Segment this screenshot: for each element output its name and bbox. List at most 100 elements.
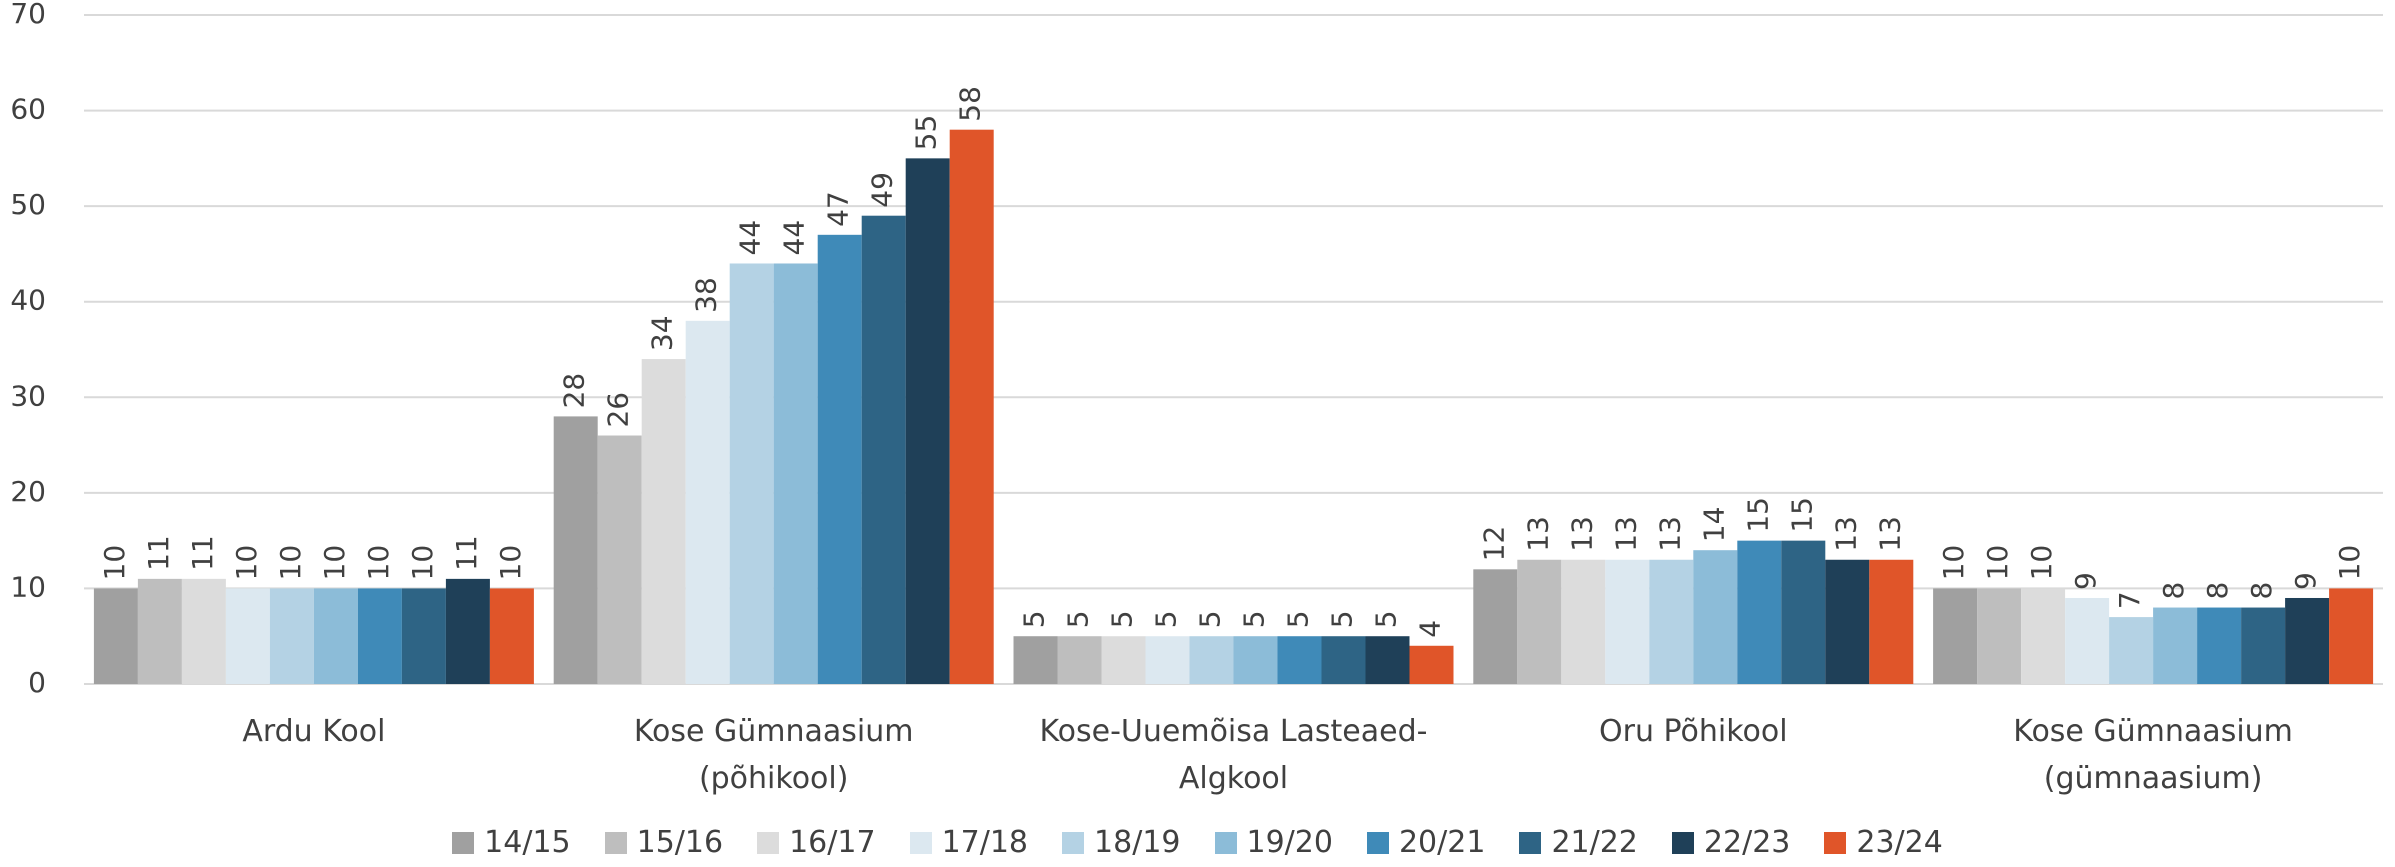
- legend-label: 17/18: [941, 825, 1029, 860]
- value-label: 5: [1326, 610, 1359, 628]
- value-label: 10: [274, 545, 307, 581]
- value-label: 10: [318, 545, 351, 581]
- value-label: 11: [186, 535, 219, 571]
- legend: 14/15 15/16 16/17 17/18 18/19 19/20 20/21 21/22…: [0, 825, 2395, 860]
- y-tick-label: 10: [10, 570, 46, 603]
- value-label: 12: [1477, 526, 1510, 562]
- value-label: 10: [2025, 545, 2058, 581]
- legend-item: 18/19: [1062, 825, 1181, 860]
- bar: [1869, 559, 1914, 684]
- legend-item: 21/22: [1519, 825, 1638, 860]
- bar: [2153, 607, 2198, 684]
- legend-label: 23/24: [1856, 825, 1943, 860]
- legend-swatch: [1062, 831, 1085, 854]
- value-label: 5: [1194, 610, 1227, 628]
- bar: [729, 263, 774, 684]
- bar: [357, 588, 402, 684]
- y-tick-label: 60: [10, 93, 46, 126]
- legend-item: 16/17: [757, 825, 876, 860]
- legend-label: 16/17: [789, 825, 876, 860]
- value-label: 11: [450, 535, 483, 571]
- legend-swatch: [452, 831, 475, 854]
- value-label: 5: [1238, 610, 1271, 628]
- value-label: 14: [1697, 507, 1730, 543]
- legend-swatch: [757, 831, 780, 854]
- value-label: 10: [1937, 545, 1970, 581]
- bar: [1277, 636, 1322, 684]
- bar: [817, 234, 862, 685]
- bar: [1409, 645, 1454, 684]
- bar: [93, 588, 138, 684]
- value-label: 15: [1785, 497, 1818, 533]
- bar: [1473, 569, 1518, 684]
- value-label: 10: [98, 545, 131, 581]
- bar: [137, 578, 182, 684]
- value-label: 9: [2069, 572, 2102, 590]
- value-label: 10: [230, 545, 263, 581]
- value-label: 38: [690, 277, 723, 313]
- legend-item: 19/20: [1214, 825, 1333, 860]
- bar: [445, 578, 490, 684]
- legend-label: 19/20: [1246, 825, 1333, 860]
- legend-label: 20/21: [1398, 825, 1486, 860]
- value-label: 15: [1741, 497, 1774, 533]
- bar: [641, 359, 686, 684]
- value-label: 55: [910, 115, 943, 151]
- value-label: 26: [602, 392, 635, 428]
- y-tick-label: 20: [10, 475, 46, 508]
- bar: [685, 320, 730, 684]
- legend-label: 21/22: [1551, 825, 1638, 860]
- value-label: 10: [362, 545, 395, 581]
- y-tick-label: 70: [10, 0, 46, 30]
- bar: [949, 129, 994, 684]
- value-label: 10: [406, 545, 439, 581]
- value-label: 10: [494, 545, 527, 581]
- bar: [861, 215, 906, 684]
- value-label: 13: [1829, 516, 1862, 552]
- bar: [2109, 617, 2154, 684]
- value-label: 4: [1414, 620, 1447, 638]
- y-tick-label: 30: [10, 379, 46, 412]
- value-label: 8: [2245, 582, 2278, 600]
- y-tick-label: 50: [10, 188, 46, 221]
- legend-item: 20/21: [1366, 825, 1486, 860]
- bar: [1977, 588, 2022, 684]
- bar: [553, 416, 598, 684]
- value-label: 5: [1018, 610, 1051, 628]
- bar: [1145, 636, 1190, 684]
- bar: [1561, 559, 1606, 684]
- value-label: 34: [646, 315, 679, 351]
- bar: [1825, 559, 1870, 684]
- bar: [313, 588, 358, 684]
- bar: [1101, 636, 1146, 684]
- value-label: 13: [1565, 516, 1598, 552]
- legend-item: 17/18: [909, 825, 1029, 860]
- bar: [2197, 607, 2242, 684]
- legend-label: 14/15: [484, 825, 571, 860]
- value-label: 44: [734, 220, 767, 256]
- value-label: 11: [142, 535, 175, 571]
- bar: [1057, 636, 1102, 684]
- y-tick-label: 40: [10, 284, 46, 317]
- bar: [2285, 597, 2330, 684]
- bar: [1605, 559, 1650, 684]
- bar: [905, 158, 950, 684]
- value-label: 7: [2113, 591, 2146, 609]
- value-label: 5: [1150, 610, 1183, 628]
- legend-label: 22/23: [1703, 825, 1791, 860]
- y-tick-label: 0: [28, 666, 46, 699]
- bar: [269, 588, 314, 684]
- legend-item: 22/23: [1671, 825, 1791, 860]
- bar: [401, 588, 446, 684]
- bar: [2241, 607, 2286, 684]
- value-label: 10: [2333, 545, 2366, 581]
- value-label: 13: [1653, 516, 1686, 552]
- legend-swatch: [1519, 831, 1542, 854]
- value-label: 58: [954, 86, 987, 122]
- legend-swatch: [1366, 831, 1389, 854]
- value-label: 10: [1981, 545, 2014, 581]
- legend-swatch: [1214, 831, 1237, 854]
- bar: [181, 578, 226, 684]
- value-label: 5: [1106, 610, 1139, 628]
